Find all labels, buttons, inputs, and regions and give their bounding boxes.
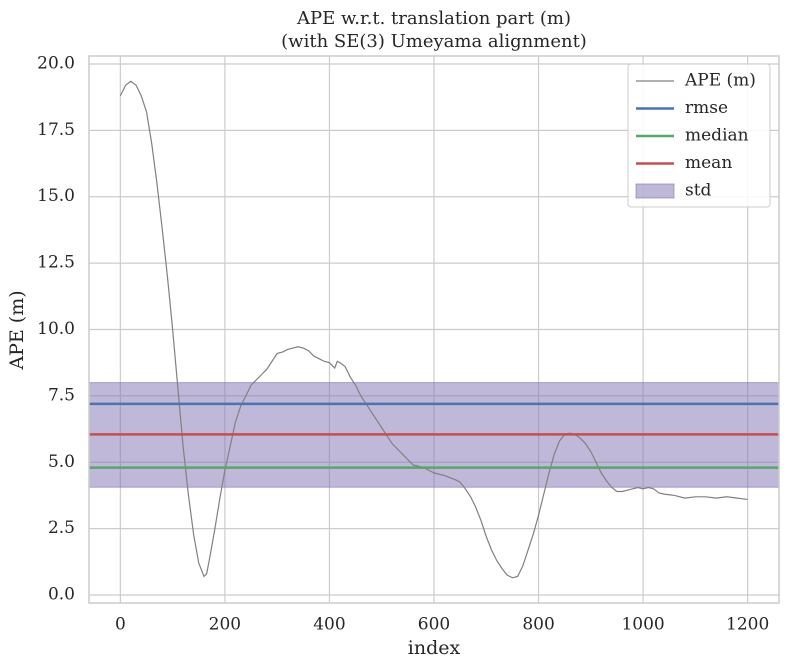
x-tick-label: 0 — [115, 615, 126, 635]
legend-label: median — [685, 126, 749, 146]
ape-line — [119, 80, 748, 579]
y-tick-label: 10.0 — [37, 319, 75, 339]
legend-label: APE (m) — [684, 71, 756, 91]
x-axis-label: index — [408, 637, 461, 659]
x-tick-label: 200 — [209, 615, 241, 635]
y-tick-label: 17.5 — [37, 120, 75, 140]
legend-label: std — [685, 181, 712, 201]
y-tick-label: 20.0 — [37, 53, 75, 73]
legend-label: rmse — [685, 98, 728, 118]
y-tick-label: 5.0 — [48, 452, 75, 472]
x-tick-label: 600 — [418, 615, 450, 635]
y-axis-label: APE (m) — [6, 290, 28, 370]
chart-title: APE w.r.t. translation part (m) — [296, 8, 571, 29]
x-tick-label: 800 — [522, 615, 554, 635]
legend-box — [627, 63, 771, 208]
x-tick-label: 1200 — [726, 615, 769, 635]
y-tick-label: 12.5 — [37, 253, 75, 273]
legend-swatch — [635, 183, 675, 199]
x-tick-label: 1000 — [621, 615, 664, 635]
plot-frame — [88, 55, 780, 604]
legend-label: mean — [685, 153, 732, 173]
y-tick-label: 2.5 — [48, 518, 75, 538]
x-tick-label: 400 — [313, 615, 345, 635]
y-tick-label: 7.5 — [48, 385, 75, 405]
chart-subtitle: (with SE(3) Umeyama alignment) — [281, 31, 587, 52]
y-tick-label: 15.0 — [37, 186, 75, 206]
legend: APE (m) rmse median mean std — [627, 63, 771, 208]
y-tick-label: 0.0 — [48, 585, 75, 605]
